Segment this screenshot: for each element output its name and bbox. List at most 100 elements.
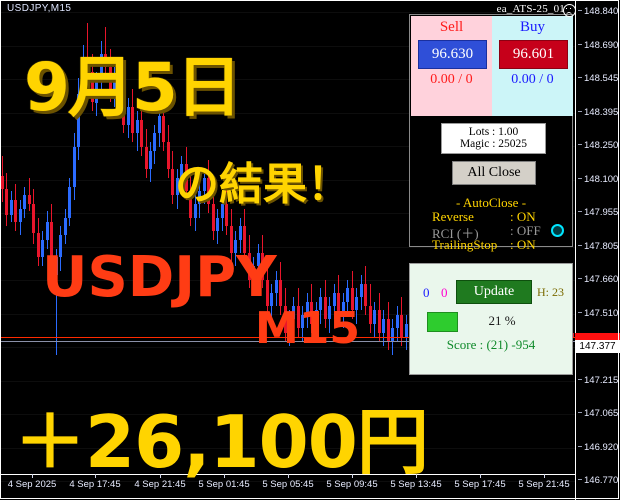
candle: [225, 14, 229, 472]
candle-body: [323, 297, 327, 320]
order-line-gray: [1, 341, 575, 342]
candle: [310, 14, 314, 472]
candle: [113, 14, 117, 472]
grid-line: [1, 113, 575, 114]
price-tick: 147.215: [578, 375, 618, 386]
candle: [332, 14, 336, 472]
candle-body: [207, 177, 211, 205]
autoclose-rci-value[interactable]: : OFF: [510, 223, 541, 238]
candle-body: [386, 319, 390, 342]
candle: [104, 14, 108, 472]
autoclose-reverse-label[interactable]: Reverse: [432, 209, 474, 224]
candle-body: [95, 80, 99, 103]
candle: [211, 14, 215, 472]
candle: [95, 14, 99, 472]
candle-body: [368, 306, 372, 324]
grid-line: [1, 180, 575, 181]
candle-body: [184, 164, 188, 191]
buy-button[interactable]: 96.601: [499, 40, 568, 69]
candle-body: [157, 115, 161, 134]
candle-body: [104, 53, 108, 68]
candle: [1, 14, 4, 472]
candle-body: [256, 252, 260, 267]
candle: [175, 14, 179, 472]
candle: [274, 14, 278, 472]
time-tick: 5 Sep 13:45: [390, 479, 442, 490]
grid-line: [1, 481, 575, 482]
candle-body: [314, 310, 318, 324]
candle-body: [131, 106, 135, 134]
candle: [355, 14, 359, 472]
candle-body: [355, 297, 359, 311]
candle: [184, 14, 188, 472]
grid-line: [1, 280, 575, 281]
candle: [368, 14, 372, 472]
candle: [131, 14, 135, 472]
candle-body: [301, 314, 305, 329]
autoclose-trailingstop-value[interactable]: : ON: [510, 237, 536, 252]
candle: [252, 14, 256, 472]
time-tick: 4 Sep 17:45: [69, 479, 121, 490]
candle: [32, 14, 36, 472]
candle-body: [14, 199, 18, 222]
candle-wick: [55, 248, 57, 355]
candle: [68, 14, 72, 472]
update-button[interactable]: Update: [456, 280, 532, 304]
time-tick: 5 Sep 09:45: [326, 479, 378, 490]
candle-body: [319, 297, 323, 311]
grid-line: [1, 79, 575, 80]
candle: [377, 14, 381, 472]
candle-body: [41, 239, 45, 258]
time-axis[interactable]: 4 Sep 2025 4 Sep 17:45 4 Sep 21:45 5 Sep 01…: [0, 474, 575, 500]
ea-name-label: ea_ATS-25_01: [496, 3, 565, 15]
candle-body: [72, 146, 76, 187]
candle-body: [247, 252, 251, 280]
price-axis[interactable]: 148.840 148.690 148.545 148.395 148.250 148.1…: [575, 0, 620, 500]
autoclose-trailingstop-label[interactable]: TrailingStop: [432, 237, 498, 252]
candle: [279, 14, 283, 472]
candle: [288, 14, 291, 472]
current-price-band: [575, 333, 620, 341]
overlay-result-text: の結果！: [175, 159, 351, 210]
price-tick: 146.770: [578, 475, 618, 486]
candle-body: [288, 319, 291, 333]
sell-title: Sell: [439, 19, 464, 35]
time-tick-mark: [32, 474, 33, 478]
candle: [122, 14, 126, 472]
candle-body: [108, 67, 112, 94]
candle-body: [5, 188, 9, 216]
candle-body: [261, 252, 265, 280]
candle-body: [229, 226, 233, 253]
magic-value: Magic : 25025: [459, 138, 528, 150]
candle: [50, 14, 54, 472]
candle: [350, 14, 354, 472]
candle: [202, 14, 206, 472]
candle: [18, 14, 22, 472]
candle: [292, 14, 296, 472]
grid-line: [1, 247, 575, 248]
all-close-button[interactable]: All Close: [452, 161, 536, 185]
candle-body: [90, 71, 94, 103]
overlay-symbol-text: USDJPY: [42, 245, 277, 310]
candle-body: [18, 208, 22, 222]
buy-position-summary: 0.00 / 0: [511, 72, 554, 87]
grid-line: [1, 46, 575, 47]
sell-button[interactable]: 96.630: [418, 40, 487, 69]
sad-face-icon: [563, 4, 576, 17]
chart-symbol-label: USDJPY,M15: [7, 3, 72, 14]
candle-body: [341, 301, 345, 315]
candle-body: [189, 191, 193, 218]
candle-body: [382, 319, 386, 333]
price-tick: 148.395: [578, 107, 618, 118]
candle-body: [310, 301, 314, 324]
price-tick: 147.660: [578, 274, 618, 285]
lots-magic-box[interactable]: Lots : 1.00 Magic : 25025: [441, 123, 546, 154]
price-tick: 148.250: [578, 140, 618, 151]
candle: [23, 14, 27, 472]
autoclose-reverse-value[interactable]: : ON: [510, 209, 536, 224]
candle-body: [283, 306, 287, 333]
candle: [382, 14, 386, 472]
candle: [234, 14, 238, 472]
autoclose-rci-label[interactable]: RCI (＋): [432, 226, 479, 241]
sell-buy-row: Sell 96.630 0.00 / 0 Buy 96.601 0.00 / 0: [411, 16, 573, 116]
